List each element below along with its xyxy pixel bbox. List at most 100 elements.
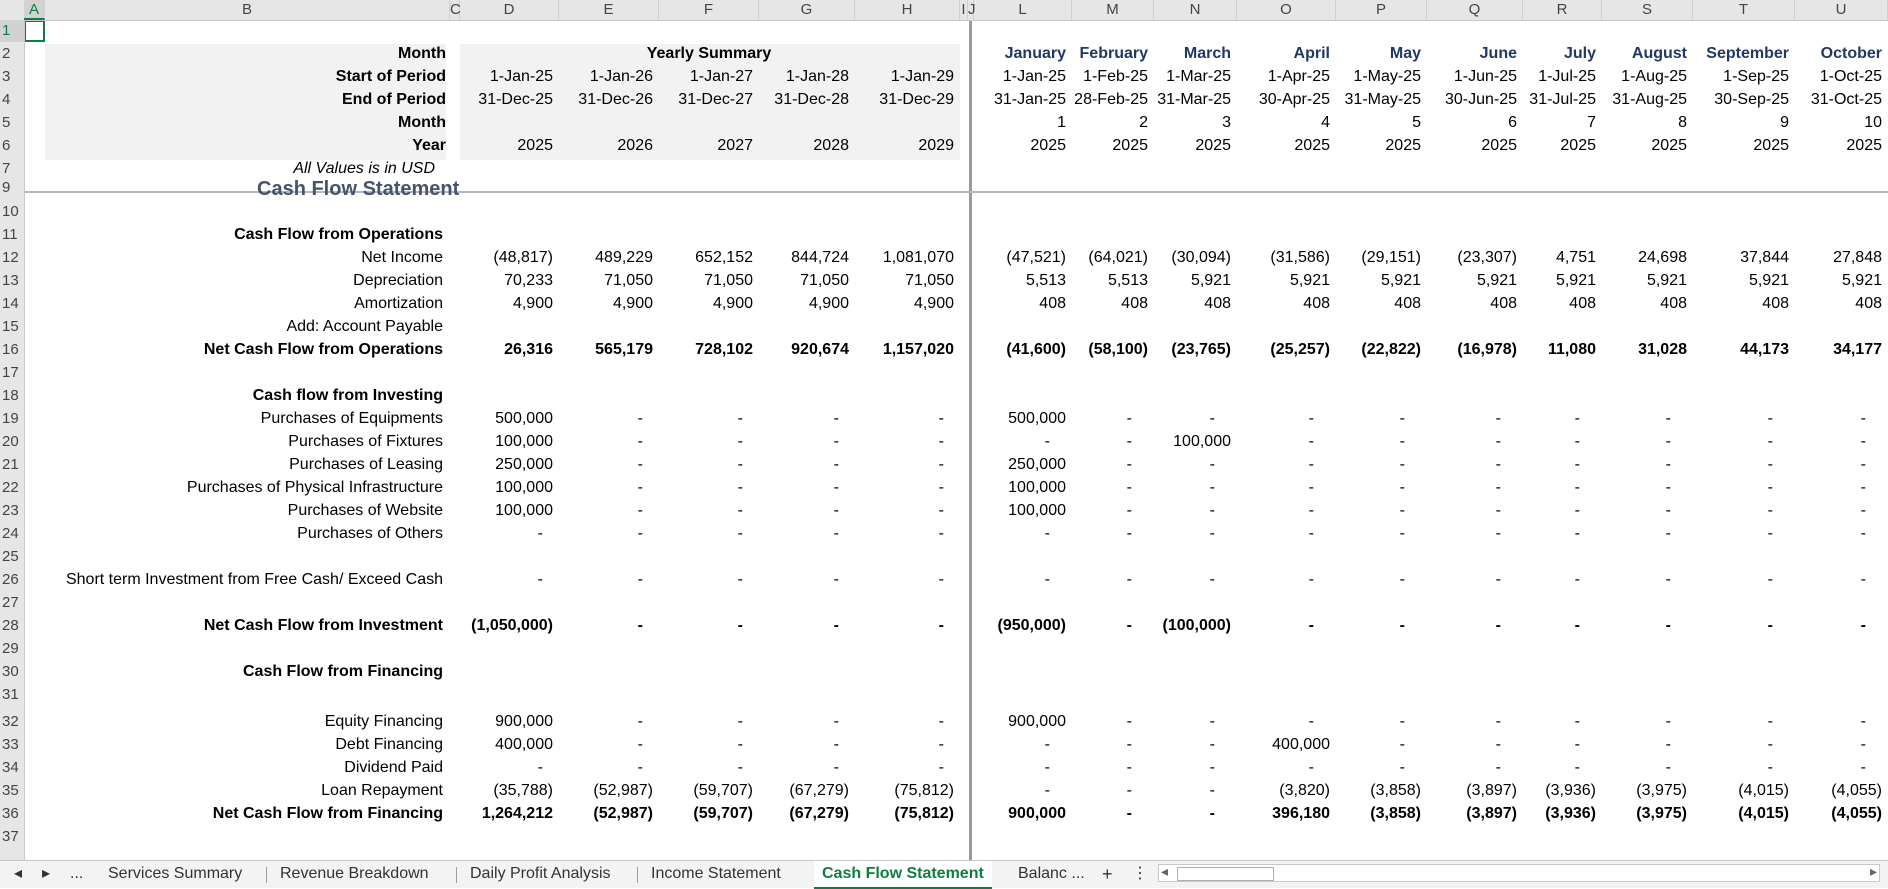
horizontal-scrollbar[interactable]: ◂ ▸ xyxy=(1158,863,1880,882)
monthly-value-r34-8[interactable]: - xyxy=(1767,759,1773,776)
column-header-m[interactable]: M xyxy=(1072,0,1154,20)
column-header-o[interactable]: O xyxy=(1237,0,1336,20)
monthly-value-r14-2[interactable]: 408 xyxy=(1204,295,1231,312)
monthly-value-r19-4[interactable]: - xyxy=(1399,410,1405,427)
row-header-19[interactable]: 19 xyxy=(2,410,19,427)
column-header-n[interactable]: N xyxy=(1154,0,1237,20)
freeze-pane-horizontal[interactable] xyxy=(0,191,1888,193)
monthly-value-r12-8[interactable]: 37,844 xyxy=(1740,249,1789,266)
monthly-value-r36-4[interactable]: (3,858) xyxy=(1370,805,1421,822)
monthly-value-r22-3[interactable]: - xyxy=(1308,479,1314,496)
spreadsheet-grid[interactable]: Month Start of Period End of Period Month Ye… xyxy=(0,0,1888,860)
column-header-q[interactable]: Q xyxy=(1427,0,1523,20)
monthly-value-r14-4[interactable]: 408 xyxy=(1394,295,1421,312)
yearly-value-r19-2[interactable]: - xyxy=(737,410,743,427)
row-header-22[interactable]: 22 xyxy=(2,479,19,496)
monthly-value-r33-6[interactable]: - xyxy=(1574,736,1580,753)
monthly-value-r24-9[interactable]: - xyxy=(1860,525,1866,542)
column-header-r[interactable]: R xyxy=(1523,0,1602,20)
monthly-value-r16-9[interactable]: 34,177 xyxy=(1833,341,1882,358)
monthly-value-r35-1[interactable]: - xyxy=(1126,782,1132,799)
monthly-value-r14-3[interactable]: 408 xyxy=(1303,295,1330,312)
monthly-value-r23-0[interactable]: 100,000 xyxy=(1008,502,1066,519)
row-header-29[interactable]: 29 xyxy=(2,640,19,657)
monthly-value-r22-2[interactable]: - xyxy=(1209,479,1215,496)
row-header-27[interactable]: 27 xyxy=(2,594,19,611)
yearly-value-r19-1[interactable]: - xyxy=(637,410,643,427)
scroll-right-icon[interactable]: ▸ xyxy=(1869,863,1877,879)
monthly-value-r21-2[interactable]: - xyxy=(1209,456,1215,473)
monthly-value-r28-0[interactable]: (950,000) xyxy=(997,617,1067,634)
yearly-value-r34-2[interactable]: - xyxy=(737,759,743,776)
monthly-value-r16-3[interactable]: (25,257) xyxy=(1270,341,1330,358)
monthly-value-r32-8[interactable]: - xyxy=(1767,713,1773,730)
monthly-value-r20-6[interactable]: - xyxy=(1574,433,1580,450)
yearly-value-r22-1[interactable]: - xyxy=(637,479,643,496)
yearly-value-r13-1[interactable]: 71,050 xyxy=(604,272,653,289)
monthly-value-r26-6[interactable]: - xyxy=(1574,571,1580,588)
monthly-value-r12-4[interactable]: (29,151) xyxy=(1361,249,1421,266)
row-header-31[interactable]: 31 xyxy=(2,686,19,703)
monthly-value-r34-6[interactable]: - xyxy=(1574,759,1580,776)
yearly-value-r24-2[interactable]: - xyxy=(737,525,743,542)
yearly-value-r34-4[interactable]: - xyxy=(938,759,944,776)
monthly-value-r13-1[interactable]: 5,513 xyxy=(1107,272,1148,289)
monthly-value-r13-8[interactable]: 5,921 xyxy=(1748,272,1789,289)
yearly-value-r12-2[interactable]: 652,152 xyxy=(695,249,753,266)
monthly-value-r20-7[interactable]: - xyxy=(1665,433,1671,450)
monthly-value-r36-9[interactable]: (4,055) xyxy=(1831,805,1882,822)
monthly-value-r24-6[interactable]: - xyxy=(1574,525,1580,542)
row-header-28[interactable]: 28 xyxy=(2,617,19,634)
column-header-f[interactable]: F xyxy=(659,0,759,20)
monthly-value-r28-7[interactable]: - xyxy=(1665,617,1671,634)
freeze-pane-vertical[interactable] xyxy=(969,0,972,860)
monthly-value-r20-9[interactable]: - xyxy=(1860,433,1866,450)
monthly-value-r16-5[interactable]: (16,978) xyxy=(1457,341,1517,358)
monthly-value-r19-2[interactable]: - xyxy=(1209,410,1215,427)
yearly-value-r20-3[interactable]: - xyxy=(833,433,839,450)
monthly-value-r36-2[interactable]: - xyxy=(1209,805,1215,822)
yearly-value-r34-1[interactable]: - xyxy=(637,759,643,776)
yearly-value-r33-0[interactable]: 400,000 xyxy=(495,736,553,753)
monthly-value-r14-1[interactable]: 408 xyxy=(1121,295,1148,312)
monthly-value-r22-9[interactable]: - xyxy=(1860,479,1866,496)
sheet-tab-revenue-breakdown[interactable]: Revenue Breakdown xyxy=(280,865,429,882)
monthly-value-r35-0[interactable]: - xyxy=(1044,782,1050,799)
yearly-value-r14-2[interactable]: 4,900 xyxy=(712,295,753,312)
monthly-value-r24-2[interactable]: - xyxy=(1209,525,1215,542)
monthly-value-r22-8[interactable]: - xyxy=(1767,479,1773,496)
yearly-value-r22-4[interactable]: - xyxy=(938,479,944,496)
column-header-i[interactable]: I xyxy=(960,0,968,20)
row-header-11[interactable]: 11 xyxy=(2,226,18,243)
sheet-tab-cash-flow-statement[interactable]: Cash Flow Statement xyxy=(814,861,992,889)
yearly-value-r24-0[interactable]: - xyxy=(537,525,543,542)
monthly-value-r22-0[interactable]: 100,000 xyxy=(1008,479,1066,496)
monthly-value-r22-6[interactable]: - xyxy=(1574,479,1580,496)
monthly-value-r28-5[interactable]: - xyxy=(1495,617,1501,634)
yearly-value-r14-4[interactable]: 4,900 xyxy=(913,295,954,312)
monthly-value-r19-8[interactable]: - xyxy=(1767,410,1773,427)
yearly-value-r13-0[interactable]: 70,233 xyxy=(504,272,553,289)
yearly-value-r16-1[interactable]: 565,179 xyxy=(595,341,653,358)
row-header-36[interactable]: 36 xyxy=(2,805,19,822)
row-header-33[interactable]: 33 xyxy=(2,736,19,753)
yearly-value-r32-0[interactable]: 900,000 xyxy=(495,713,553,730)
monthly-value-r33-2[interactable]: - xyxy=(1209,736,1215,753)
monthly-value-r22-7[interactable]: - xyxy=(1665,479,1671,496)
monthly-value-r33-7[interactable]: - xyxy=(1665,736,1671,753)
monthly-value-r12-6[interactable]: 4,751 xyxy=(1555,249,1596,266)
row-header-14[interactable]: 14 xyxy=(2,295,19,312)
monthly-value-r26-0[interactable]: - xyxy=(1044,571,1050,588)
monthly-value-r35-5[interactable]: (3,897) xyxy=(1466,782,1517,799)
sheet-tab-balanc[interactable]: Balanc ... xyxy=(1018,865,1085,882)
yearly-value-r23-1[interactable]: - xyxy=(637,502,643,519)
row-header-12[interactable]: 12 xyxy=(2,249,19,266)
monthly-value-r21-8[interactable]: - xyxy=(1767,456,1773,473)
monthly-value-r36-8[interactable]: (4,015) xyxy=(1738,805,1789,822)
monthly-value-r19-1[interactable]: - xyxy=(1126,410,1132,427)
row-header-15[interactable]: 15 xyxy=(2,318,19,335)
monthly-value-r14-7[interactable]: 408 xyxy=(1660,295,1687,312)
monthly-value-r24-8[interactable]: - xyxy=(1767,525,1773,542)
monthly-value-r23-7[interactable]: - xyxy=(1665,502,1671,519)
monthly-value-r24-7[interactable]: - xyxy=(1665,525,1671,542)
